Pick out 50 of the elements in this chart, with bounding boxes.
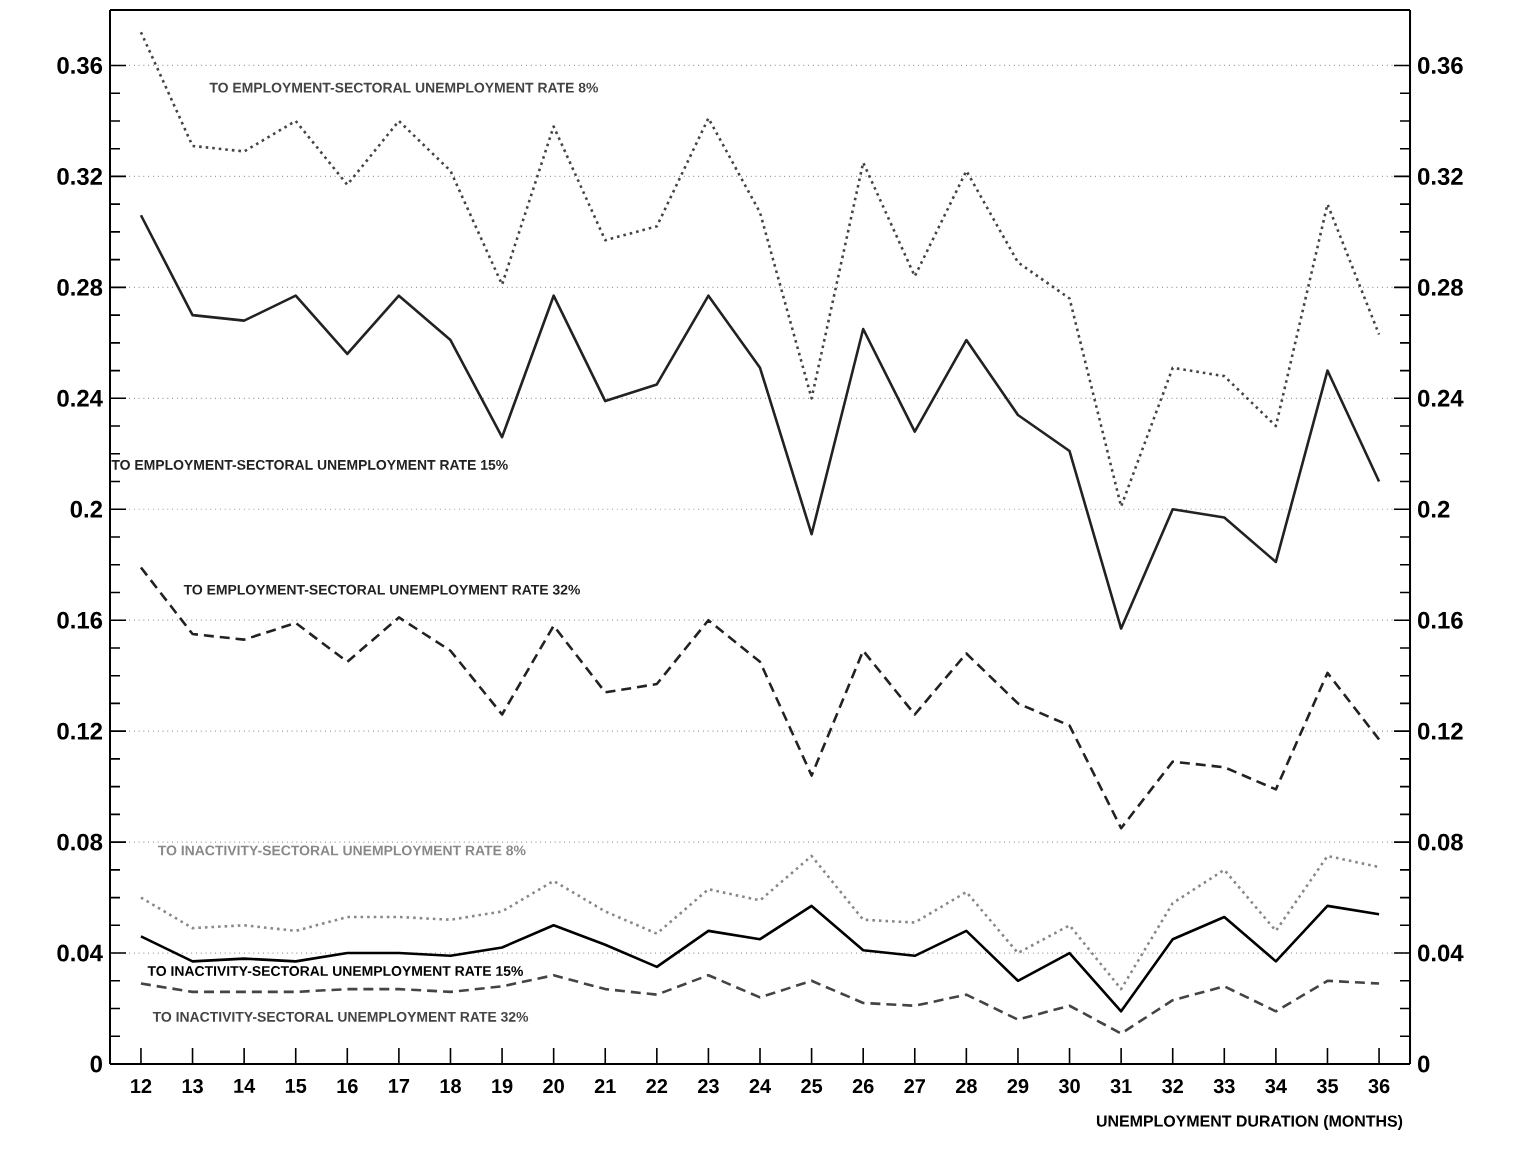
- x-tick-label: 23: [698, 1079, 719, 1094]
- x-tick-label: 12: [131, 1079, 152, 1093]
- y2-tick-label: 0.08: [1418, 833, 1463, 851]
- y-tick-label: 0.16: [57, 611, 103, 629]
- y2-tick-label: 0.36: [1418, 56, 1463, 74]
- y2-tick-label: 0.16: [1418, 611, 1463, 629]
- x-tick-label: 15: [285, 1079, 307, 1093]
- x-tick-label: 25: [801, 1079, 823, 1094]
- x-tick-label: 26: [852, 1079, 874, 1094]
- y-tick-label: 0.12: [57, 722, 103, 740]
- line-series: [139, 566, 1381, 830]
- line-series: [139, 904, 1381, 1013]
- y-tick-label: 0.08: [57, 833, 103, 851]
- x-tick-label: 24: [749, 1079, 771, 1093]
- y-tick-label: 0: [90, 1055, 102, 1073]
- line-series: [139, 213, 1381, 630]
- y-tick-label: 0.2: [70, 500, 103, 518]
- x-tick-label: 17: [389, 1079, 410, 1093]
- y-tick-label: 0.28: [57, 278, 103, 296]
- y2-tick-label: 0.32: [1418, 167, 1463, 185]
- x-tick-label: 19: [492, 1079, 513, 1094]
- x-tick-label: 32: [1162, 1079, 1183, 1094]
- x-tick-label: 31: [1110, 1079, 1132, 1094]
- y2-tick-label: 0.12: [1418, 722, 1463, 740]
- y2-tick-label: 0.28: [1418, 278, 1463, 296]
- x-tick-label: 22: [646, 1079, 668, 1093]
- x-tick-label: 35: [1316, 1079, 1339, 1094]
- x-tick-label: 14: [234, 1079, 256, 1093]
- y-tick-label: 0.24: [57, 389, 103, 407]
- x-tick-label: 28: [955, 1079, 977, 1094]
- y2-tick-label: 0.2: [1418, 500, 1450, 518]
- x-tick-label: 34: [1265, 1079, 1287, 1094]
- x-tick-label: 20: [543, 1079, 564, 1094]
- line-series: [139, 854, 1381, 991]
- y2-tick-label: 0.24: [1418, 389, 1464, 407]
- x-tick-label: 21: [594, 1079, 616, 1093]
- x-tick-label: 16: [337, 1079, 358, 1094]
- y2-tick-label: 0.04: [1418, 944, 1464, 962]
- x-tick-label: 36: [1368, 1079, 1390, 1094]
- y-tick-label: 0.04: [57, 944, 103, 962]
- x-tick-label: 18: [440, 1079, 461, 1094]
- x-tick-label: 27: [904, 1079, 925, 1093]
- x-tick-label: 30: [1058, 1079, 1080, 1094]
- y-tick-label: 0.36: [57, 57, 103, 74]
- x-tick-label: 13: [182, 1079, 203, 1094]
- y-tick-label: 0.32: [57, 167, 103, 185]
- line-series: [139, 30, 1381, 508]
- x-tick-label: 33: [1213, 1079, 1235, 1094]
- y2-tick-label: 0: [1418, 1055, 1430, 1073]
- x-tick-label: 29: [1007, 1079, 1029, 1094]
